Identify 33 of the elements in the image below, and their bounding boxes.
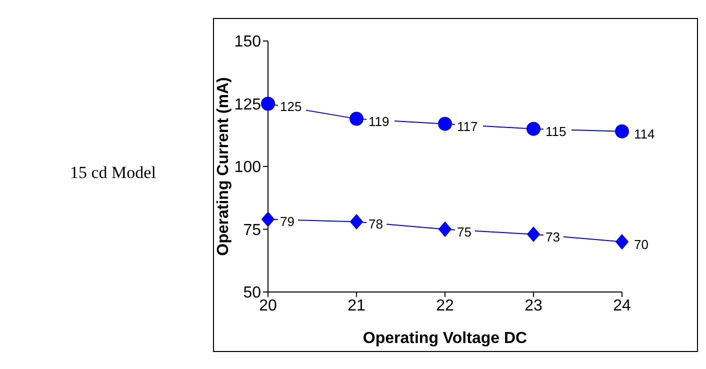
y-tick-label: 100 (234, 159, 262, 176)
point (527, 226, 540, 242)
point (526, 122, 540, 136)
data-label: 70 (634, 236, 648, 252)
data-label: 119 (368, 114, 390, 129)
point (261, 96, 275, 111)
x-axis-title: Operating Voltage DC (362, 330, 528, 347)
x-tick-label: 21 (348, 297, 366, 314)
x-tick-label: 22 (436, 297, 454, 314)
x-tick-label: 20 (259, 297, 277, 314)
text: 15 cd Model (70, 163, 156, 183)
data-label: 75 (457, 224, 472, 240)
point (262, 212, 274, 227)
data-label: 73 (546, 229, 560, 244)
point (350, 214, 363, 230)
data-label: 78 (368, 216, 383, 232)
point (438, 116, 452, 131)
y-tick-label: 150 (234, 34, 262, 51)
x-tick-label: 23 (524, 297, 542, 314)
point (350, 112, 364, 126)
data-label: 117 (457, 118, 478, 134)
y-tick-label: 50 (243, 284, 262, 302)
point (615, 124, 629, 138)
data-label: 114 (634, 126, 655, 142)
data-label: 125 (280, 98, 302, 114)
data-label: 79 (280, 214, 294, 230)
point (616, 234, 628, 250)
data-label: 115 (546, 124, 566, 139)
y-tick-label: 75 (243, 222, 262, 239)
y-tick-label: 125 (234, 96, 262, 114)
point (438, 222, 452, 237)
x-tick-label: 24 (613, 297, 631, 314)
y-axis-title: Operating Current (mA) (215, 77, 232, 256)
